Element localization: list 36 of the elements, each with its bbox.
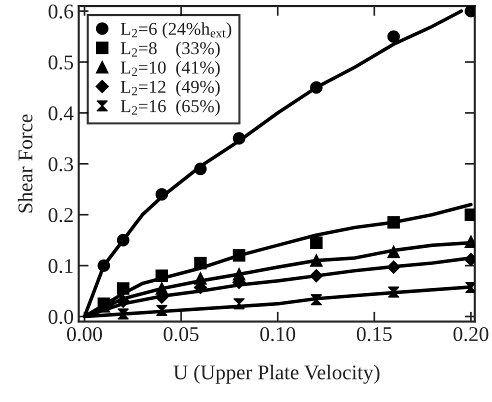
x-axis-title: U (Upper Plate Velocity) <box>174 364 380 384</box>
point <box>310 254 323 267</box>
point <box>232 132 246 145</box>
y-tick-label: 0.0 <box>48 310 74 324</box>
point <box>387 30 400 43</box>
legend-label: L$_{2}$=12 (49%) <box>120 80 220 97</box>
legend-label: L$_{2}$=8 (33%) <box>120 42 220 58</box>
point <box>310 81 323 94</box>
point <box>310 269 323 282</box>
x-tick-label: 0.20 <box>453 327 488 342</box>
point <box>194 256 207 270</box>
point <box>194 162 207 176</box>
point <box>156 270 168 282</box>
y-tick-label: 0.5 <box>48 55 74 70</box>
point <box>387 216 400 229</box>
point <box>387 260 400 274</box>
x-tick-label: 0.10 <box>260 327 296 342</box>
point <box>116 282 130 295</box>
y-tick-label: 0.6 <box>48 4 74 19</box>
y-tick-label: 0.2 <box>48 208 73 222</box>
x-tick-label: 0.05 <box>164 327 199 342</box>
point <box>310 236 323 249</box>
point <box>98 259 110 272</box>
y-tick-label: 0.4 <box>48 106 74 120</box>
y-tick-label: 0.3 <box>48 157 74 172</box>
legend-label: L$_{2}$=10 (41%) <box>120 60 220 78</box>
point <box>156 188 168 201</box>
point <box>116 294 130 308</box>
x-tick-label: 0.15 <box>356 327 392 342</box>
point <box>232 249 246 262</box>
point <box>387 246 400 258</box>
point <box>116 234 130 246</box>
x-tick-label: 0.00 <box>67 327 102 342</box>
y-tick-label: 0.1 <box>48 258 73 274</box>
legend-label: L$_{2}$=6 (24%h$_{ext}$) <box>120 22 232 39</box>
y-axis-title: Shear Force <box>18 114 32 212</box>
